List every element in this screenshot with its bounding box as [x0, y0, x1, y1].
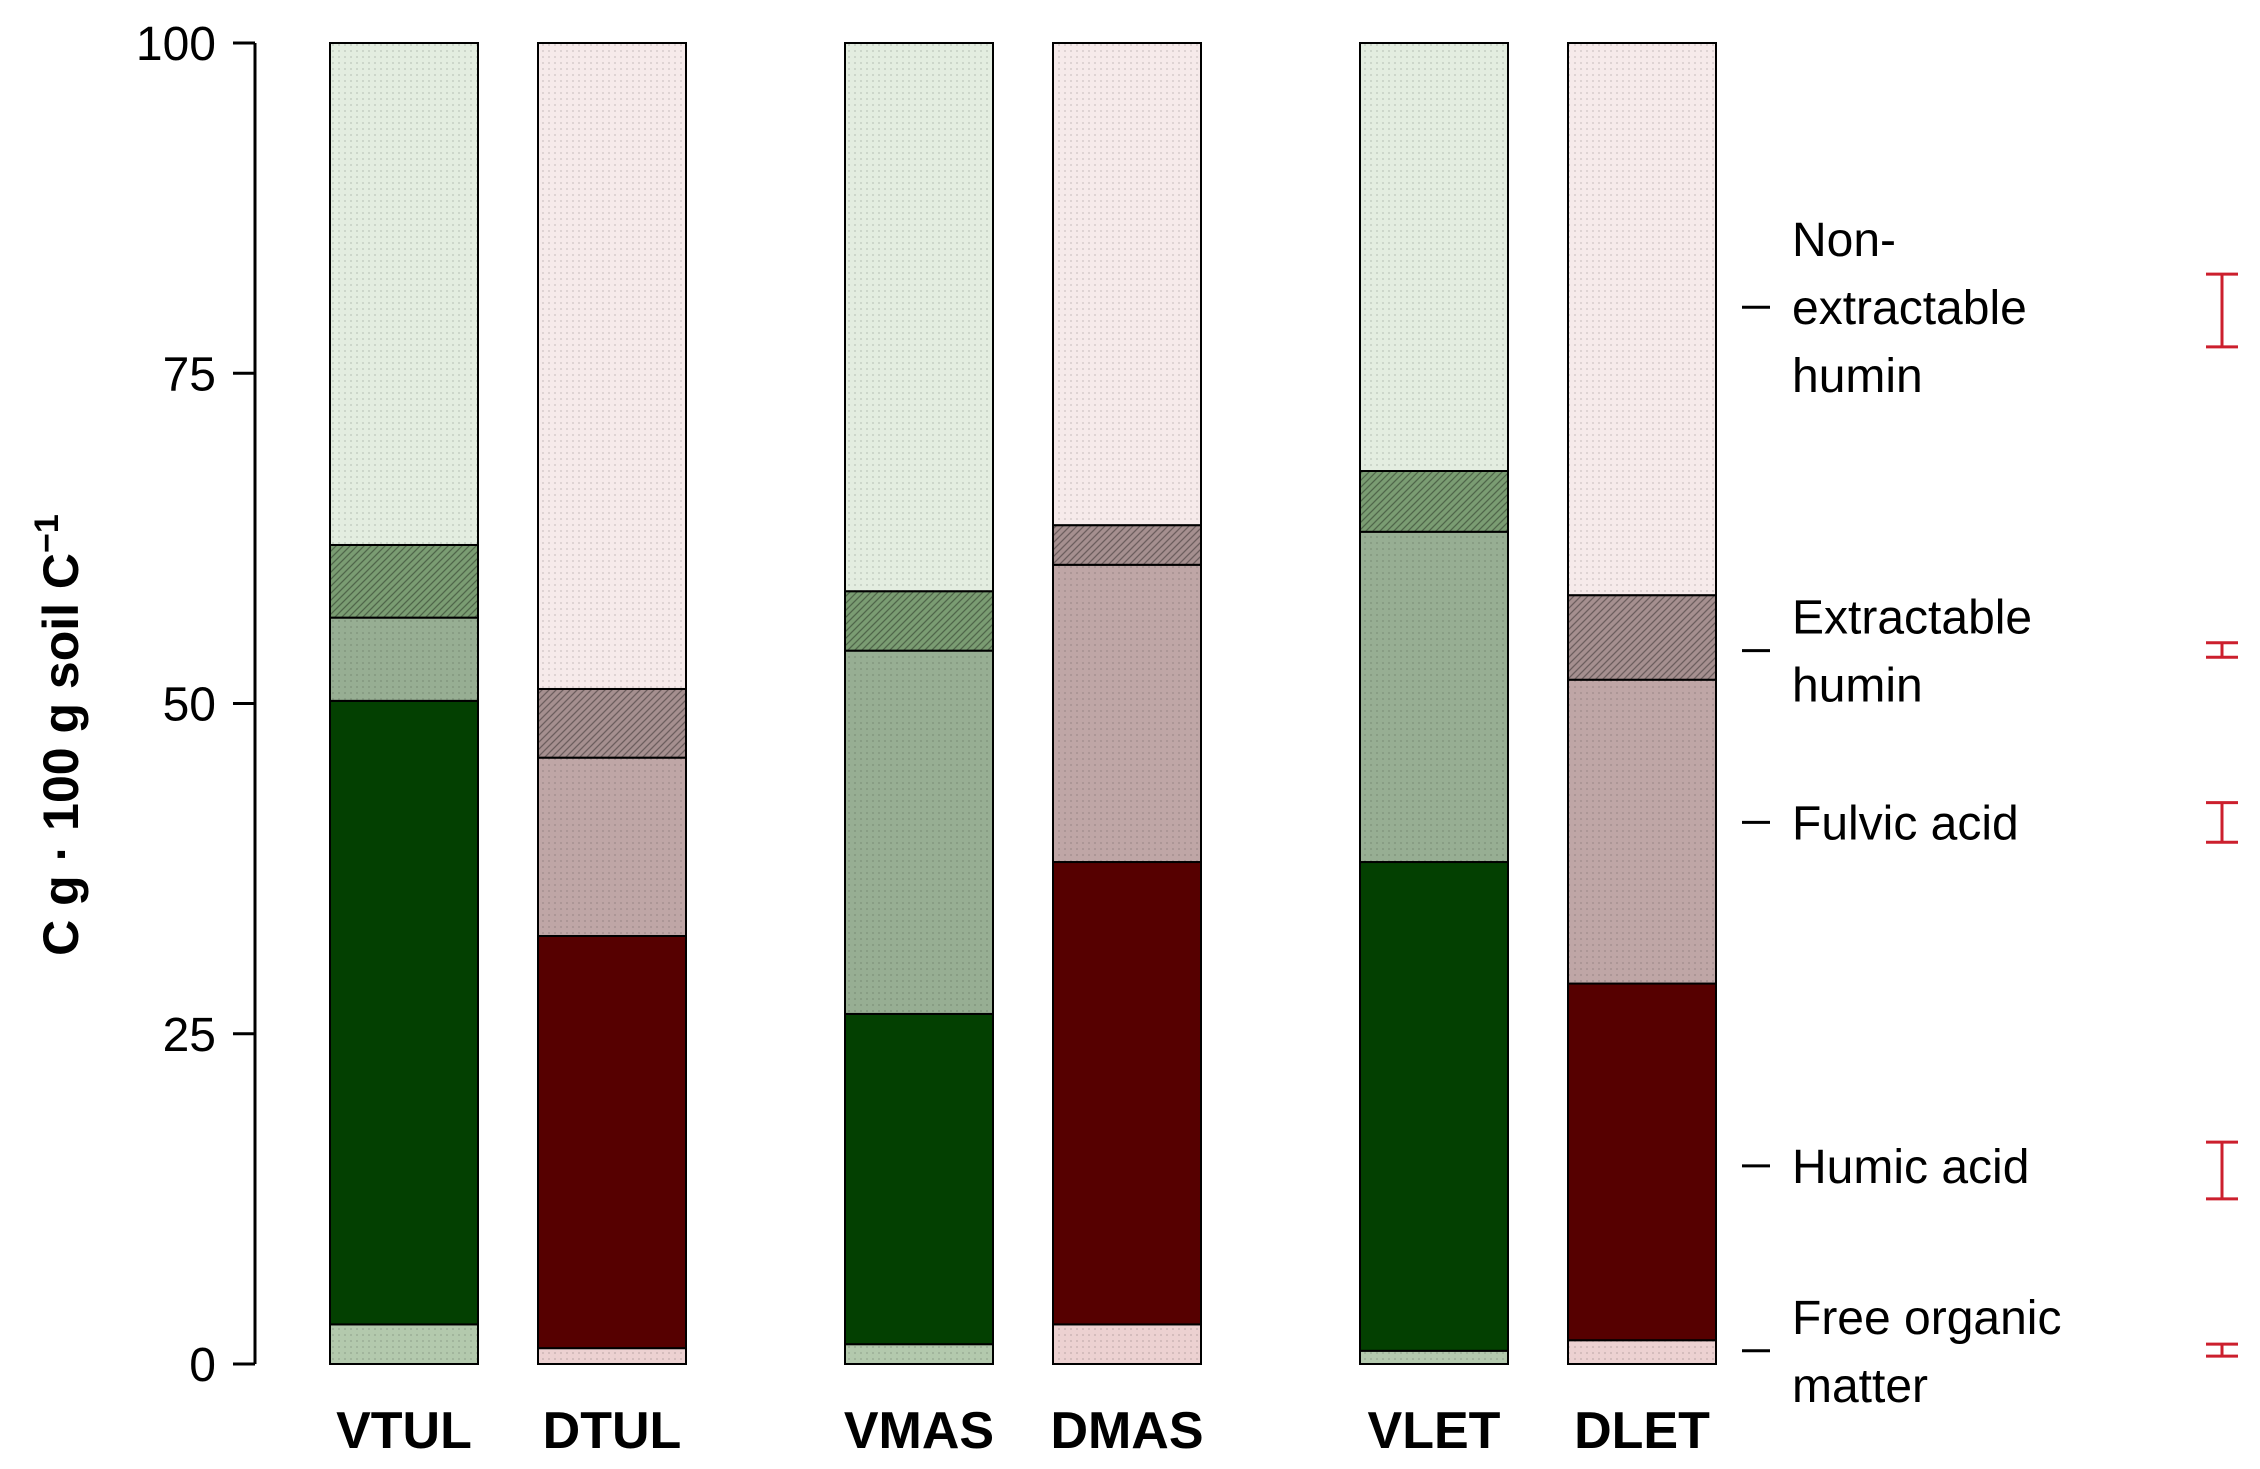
bar-dtul-non-extractable-humin-texture — [538, 43, 686, 689]
bar-vlet-non-extractable-humin-texture — [1360, 43, 1508, 472]
category-label-dmas: DMAS — [1050, 1402, 1203, 1460]
bar-vtul-humic-acid — [329, 699, 479, 1326]
legend: Non-extractable humin Extractable humin Fulv… — [1742, 214, 2238, 1413]
category-labels: VTUL DTUL VMAS DMAS VLET DLET — [336, 1402, 1710, 1460]
legend-extractable-humin-label-line-2: humin — [1792, 660, 1923, 713]
bar-dtul-fulvic-acid-texture — [538, 757, 686, 936]
category-label-vmas: VMAS — [844, 1402, 994, 1460]
category-label-vtul: VTUL — [336, 1402, 472, 1460]
bar-dmas-non-extractable-humin-texture — [1053, 43, 1201, 526]
legend-humic-acid-label-line-1: Humic acid — [1792, 1141, 2029, 1194]
bar-vmas-fulvic-acid-texture — [845, 650, 993, 1014]
bar-dmas-humic-acid — [1052, 861, 1202, 1326]
y-tick-label-75: 75 — [163, 348, 216, 401]
category-label-dtul: DTUL — [543, 1402, 682, 1460]
bar-vlet-humic-acid — [1359, 861, 1509, 1352]
legend-free-organic-matter-label-line-2: matter — [1792, 1360, 1928, 1413]
y-axis-label-superscript: −1 — [28, 514, 66, 553]
bar-dtul-free-organic-matter-texture — [538, 1348, 686, 1364]
bar-dlet-non-extractable-humin-texture — [1568, 43, 1716, 596]
bar-dlet-free-organic-matter-texture — [1568, 1340, 1716, 1364]
bar-dlet-extractable-humin-hatch — [1568, 595, 1716, 680]
bar-vlet-extractable-humin-hatch — [1360, 471, 1508, 532]
bar-vmas-free-organic-matter-texture — [845, 1344, 993, 1364]
legend-non-extractable-humin-label-line-3: humin — [1792, 350, 1923, 403]
legend-non-extractable-humin-label-line-1: Non- — [1792, 214, 1896, 267]
legend-non-extractable-humin-label-line-2: extractable — [1792, 282, 2027, 335]
y-tick-label-100: 100 — [136, 18, 216, 71]
bar-vmas-non-extractable-humin-texture — [845, 43, 993, 592]
y-tick-label-0: 0 — [189, 1339, 216, 1392]
bar-vtul-free-organic-matter-texture — [330, 1324, 478, 1364]
bar-dlet-fulvic-acid-texture — [1568, 679, 1716, 984]
bar-vtul-fulvic-acid-texture — [330, 617, 478, 701]
legend-fulvic-acid-label-line-1: Fulvic acid — [1792, 797, 2019, 850]
bar-vmas-extractable-humin-hatch — [845, 591, 993, 651]
category-label-vlet: VLET — [1368, 1402, 1501, 1460]
bar-vmas-humic-acid — [844, 1012, 994, 1346]
bar-dmas-extractable-humin-hatch — [1053, 525, 1201, 565]
bar-vlet-fulvic-acid-texture — [1360, 531, 1508, 863]
bar-dmas-free-organic-matter-texture — [1053, 1324, 1201, 1364]
bar-dtul-extractable-humin-hatch — [538, 688, 686, 758]
bar-vlet-free-organic-matter-texture — [1360, 1350, 1508, 1364]
bars — [329, 42, 1717, 1366]
bar-dlet-humic-acid — [1567, 982, 1717, 1342]
y-tick-label-50: 50 — [163, 679, 216, 732]
category-label-dlet: DLET — [1574, 1402, 1710, 1460]
y-tick-label-25: 25 — [163, 1009, 216, 1062]
bar-vtul-extractable-humin-hatch — [330, 544, 478, 618]
y-ticks: 0 25 50 75 100 — [136, 18, 255, 1392]
y-axis-label: C g · 100 g soil C−1 — [28, 514, 89, 956]
bar-dtul-humic-acid — [537, 934, 687, 1350]
y-axis-label-text: C g · 100 g soil C — [33, 553, 89, 956]
legend-extractable-humin-label-line-1: Extractable — [1792, 592, 2032, 645]
bar-vtul-non-extractable-humin-texture — [330, 43, 478, 545]
legend-free-organic-matter-label-line-1: Free organic — [1792, 1292, 2061, 1345]
bar-dmas-fulvic-acid-texture — [1053, 564, 1201, 863]
